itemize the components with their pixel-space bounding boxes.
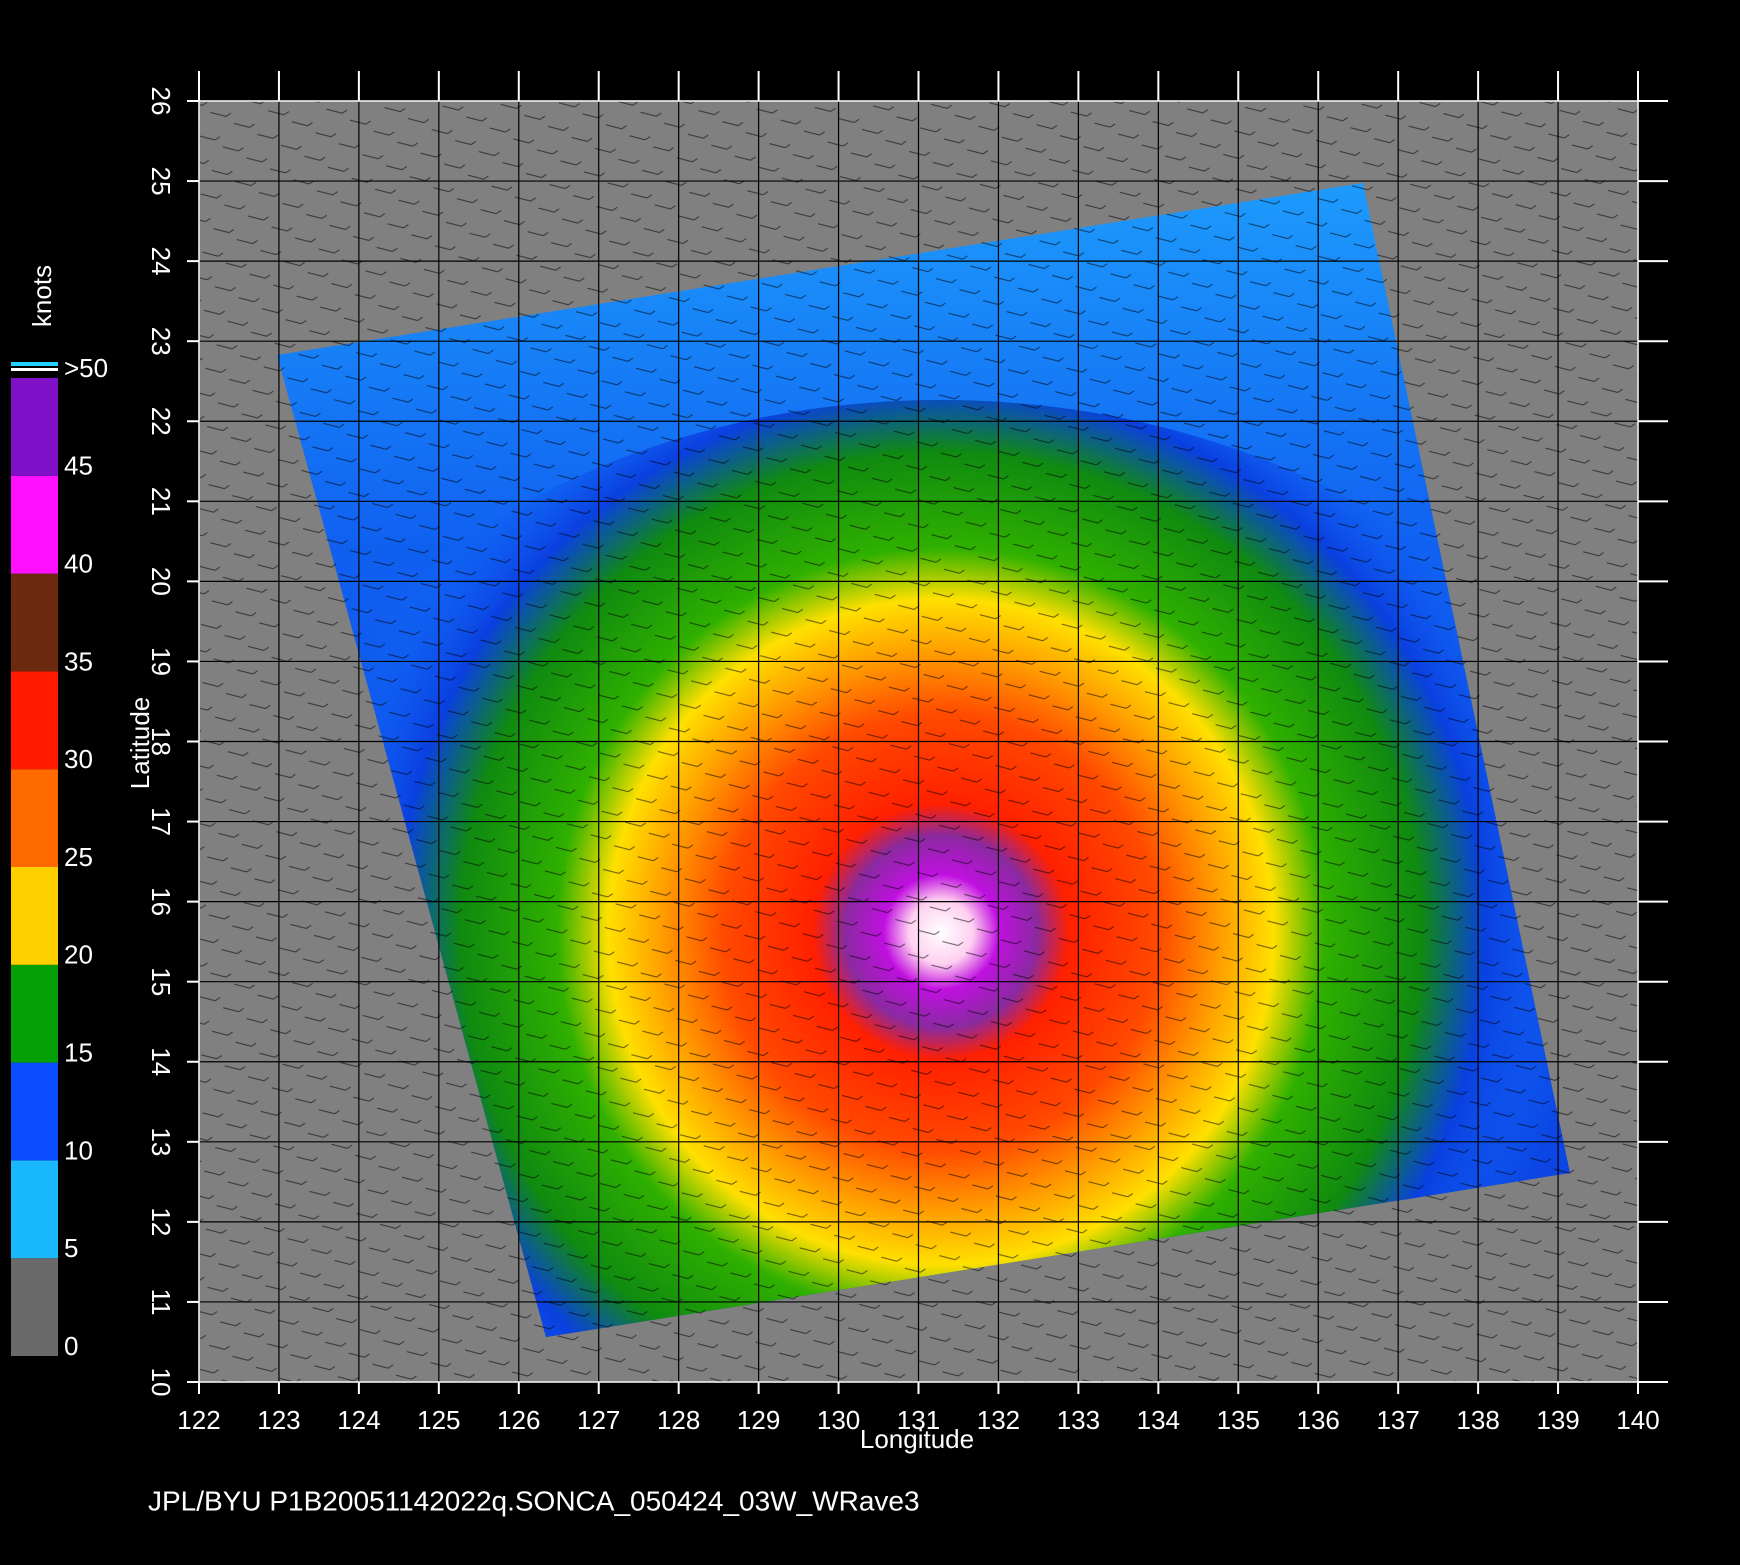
colorbar-tick-label: 20	[64, 940, 93, 970]
y-tick-label: 26	[146, 87, 176, 116]
wind-field	[199, 101, 1638, 1382]
y-tick-label: 21	[146, 487, 176, 516]
colorbar-segment	[11, 378, 58, 476]
x-tick-label: 130	[817, 1405, 860, 1435]
y-tick-label: 17	[146, 807, 176, 836]
y-tick-label: 20	[146, 567, 176, 596]
colorbar-tick-label: 35	[64, 646, 93, 676]
x-axis-label: Longitude	[860, 1424, 974, 1454]
x-tick-label: 133	[1057, 1405, 1100, 1435]
y-tick-label: 15	[146, 967, 176, 996]
y-tick-label: 19	[146, 647, 176, 676]
colorbar-segment	[11, 1258, 58, 1356]
y-tick-label: 18	[146, 727, 176, 756]
x-tick-label: 128	[657, 1405, 700, 1435]
y-tick-label: 16	[146, 887, 176, 916]
colorbar-cap	[11, 368, 58, 371]
x-tick-label: 137	[1376, 1405, 1419, 1435]
y-tick-label: 13	[146, 1127, 176, 1156]
x-tick-label: 126	[497, 1405, 540, 1435]
y-tick-label: 25	[146, 167, 176, 196]
colorbar-tick-label: 30	[64, 744, 93, 774]
colorbar-tick-label: 25	[64, 842, 93, 872]
y-tick-label: 24	[146, 247, 176, 276]
x-tick-label: 138	[1456, 1405, 1499, 1435]
x-tick-label: 123	[257, 1405, 300, 1435]
colorbar-segment	[11, 964, 58, 1063]
x-tick-label: 122	[177, 1405, 220, 1435]
colorbar-tick-label: 10	[64, 1135, 93, 1165]
y-tick-label: 11	[146, 1288, 176, 1315]
y-axis-label: Latitude	[125, 697, 155, 790]
colorbar-tick-label: >50	[64, 353, 108, 383]
x-tick-label: 127	[577, 1405, 620, 1435]
x-tick-label: 135	[1217, 1405, 1260, 1435]
colorbar-tick-label: 15	[64, 1037, 93, 1067]
x-tick-label: 139	[1536, 1405, 1579, 1435]
colorbar-segment	[11, 1160, 58, 1259]
colorbar-segment	[11, 475, 58, 574]
x-tick-label: 125	[417, 1405, 460, 1435]
colorbar-tick-label: 5	[64, 1233, 78, 1263]
x-tick-label: 124	[337, 1405, 380, 1435]
colorbar-segment	[11, 1062, 58, 1161]
colorbar-segment	[11, 867, 58, 965]
caption: JPL/BYU P1B20051142022q.SONCA_050424_03W…	[148, 1485, 920, 1516]
colorbar-cap	[11, 362, 58, 366]
colorbar-segment	[11, 769, 58, 867]
x-tick-label: 132	[977, 1405, 1020, 1435]
y-tick-label: 14	[146, 1047, 176, 1076]
colorbar-tick-label: 0	[64, 1331, 78, 1361]
colorbar-tick-label: 45	[64, 451, 93, 481]
y-tick-label: 12	[146, 1207, 176, 1236]
colorbar-segment	[11, 573, 58, 672]
x-tick-label: 140	[1616, 1405, 1659, 1435]
x-tick-label: 134	[1137, 1405, 1180, 1435]
y-tick-label: 22	[146, 407, 176, 436]
x-tick-label: 129	[737, 1405, 780, 1435]
colorbar-tick-label: 40	[64, 548, 93, 578]
y-tick-label: 10	[146, 1368, 176, 1397]
y-tick-label: 23	[146, 327, 176, 356]
colorbar-label: knots	[27, 265, 57, 327]
colorbar-segment	[11, 671, 58, 770]
plot-frame	[198, 100, 1639, 1383]
x-tick-label: 131	[897, 1405, 940, 1435]
x-tick-label: 136	[1297, 1405, 1340, 1435]
